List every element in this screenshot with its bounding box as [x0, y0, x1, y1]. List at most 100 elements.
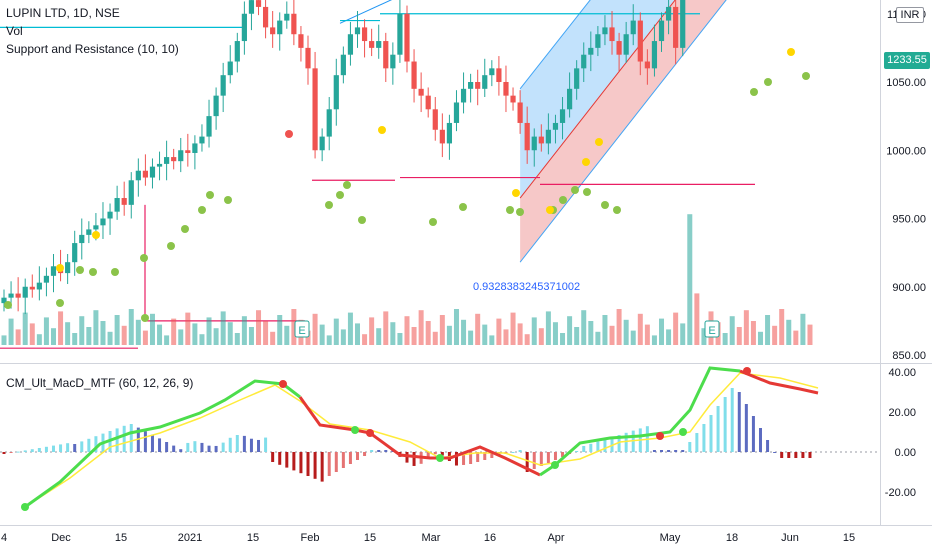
support-signal-dot: [336, 191, 344, 199]
macd-tick-label: 40.00: [888, 367, 916, 379]
volume-bar: [362, 334, 368, 345]
volume-legend[interactable]: Vol: [6, 24, 23, 38]
candle-body: [284, 13, 290, 21]
channel-bottom-line: [519, 0, 727, 263]
macd-histogram-bar: [299, 452, 303, 474]
support-signal-dot: [224, 196, 232, 204]
candle-body: [623, 34, 629, 55]
macd-histogram-bar: [30, 449, 34, 452]
candle-body: [383, 41, 389, 69]
resistance-signal-dot: [787, 48, 795, 56]
candle-body: [630, 20, 636, 35]
macd-histogram-bar: [235, 435, 239, 452]
volume-bar: [135, 319, 141, 345]
volume-bar: [8, 318, 14, 345]
candle-body: [79, 234, 85, 244]
volume-bar: [29, 323, 35, 345]
candle-body: [439, 129, 445, 144]
macd-histogram-bar: [9, 452, 13, 453]
macd-histogram-bar: [200, 442, 204, 452]
support-signal-dot: [167, 242, 175, 250]
candle-body: [651, 41, 658, 69]
support-signal-dot: [206, 191, 214, 199]
time-tick-label: May: [660, 532, 681, 544]
candle-body: [347, 34, 354, 55]
sr-legend[interactable]: Support and Resistance (10, 10): [6, 42, 179, 56]
macd-histogram-bar: [80, 441, 84, 452]
macd-histogram-bar: [370, 450, 374, 452]
macd-histogram-bar: [603, 439, 607, 452]
candle-body: [446, 122, 453, 144]
volume-bar: [807, 324, 813, 345]
volume-bar: [347, 312, 353, 345]
candle-body: [496, 68, 502, 82]
volume-bar: [609, 325, 615, 345]
volume-bar: [538, 328, 544, 345]
volume-bar: [15, 329, 21, 345]
support-signal-dot: [559, 196, 567, 204]
macd-histogram-bar: [51, 445, 55, 452]
candle-body: [199, 136, 205, 144]
candle-body: [93, 225, 99, 230]
macd-histogram-bar: [730, 388, 734, 452]
candle-body: [43, 275, 50, 283]
support-signal-dot: [613, 206, 621, 214]
candle-body: [128, 180, 134, 205]
resistance-signal-dot: [92, 231, 100, 239]
candle-body: [298, 34, 304, 48]
volume-bar: [369, 317, 375, 345]
macd-histogram-bar: [794, 452, 798, 458]
time-tick-label: 15: [843, 532, 855, 544]
regression-channel: [519, 0, 727, 263]
volume-bar: [680, 323, 686, 345]
volume-bar: [270, 331, 276, 345]
macd-histogram-bar: [454, 452, 458, 466]
candle-body: [637, 20, 643, 62]
volume-bar: [468, 330, 474, 345]
macd-histogram-bar: [582, 446, 586, 452]
volume-bar: [623, 319, 629, 345]
time-tick-label: Apr: [547, 532, 564, 544]
macd-histogram-bar: [165, 442, 169, 452]
candle-body: [206, 116, 212, 137]
macd-histogram-bar: [334, 452, 338, 472]
candle-body: [305, 47, 311, 69]
macd-histogram-bar: [652, 450, 656, 452]
candle-body: [602, 27, 608, 35]
volume-bar: [418, 310, 424, 345]
signal-dot: [285, 130, 293, 138]
candle-body: [1, 297, 7, 304]
volume-bar: [128, 309, 134, 345]
macd-histogram-bar: [94, 436, 98, 452]
volume-bar: [157, 324, 163, 345]
volume-bar: [312, 313, 318, 345]
macd-legend[interactable]: CM_Ult_MacD_MTF (60, 12, 26, 9): [6, 376, 194, 390]
macd-histogram-bar: [723, 397, 727, 452]
volume-bar: [453, 309, 459, 345]
volume-bar: [100, 321, 106, 345]
volume-bar: [616, 309, 622, 345]
candle-body: [29, 286, 35, 290]
symbol-legend[interactable]: LUPIN LTD, 1D, NSE: [6, 6, 120, 20]
volume-bar: [729, 316, 735, 345]
macd-histogram-bar: [59, 444, 63, 452]
currency-label[interactable]: INR: [896, 7, 924, 23]
macd-histogram-bar: [462, 452, 466, 465]
volume-bar: [743, 310, 749, 345]
volume-bar: [489, 335, 495, 345]
macd-histogram-bar: [539, 452, 543, 466]
earnings-marker: [704, 320, 720, 338]
support-signal-dot: [583, 188, 591, 196]
candle-body: [595, 34, 601, 48]
volume-bar: [757, 331, 763, 345]
macd-histogram-bar: [207, 445, 211, 452]
volume-bar: [107, 331, 113, 345]
macd-line-down: [739, 369, 819, 395]
macd-tick-label: -20.00: [885, 487, 916, 499]
macd-histogram-bar: [624, 432, 628, 452]
macd-histogram-bar: [115, 428, 119, 452]
macd-cross-dot: [551, 461, 559, 469]
volume-bar: [263, 321, 269, 345]
